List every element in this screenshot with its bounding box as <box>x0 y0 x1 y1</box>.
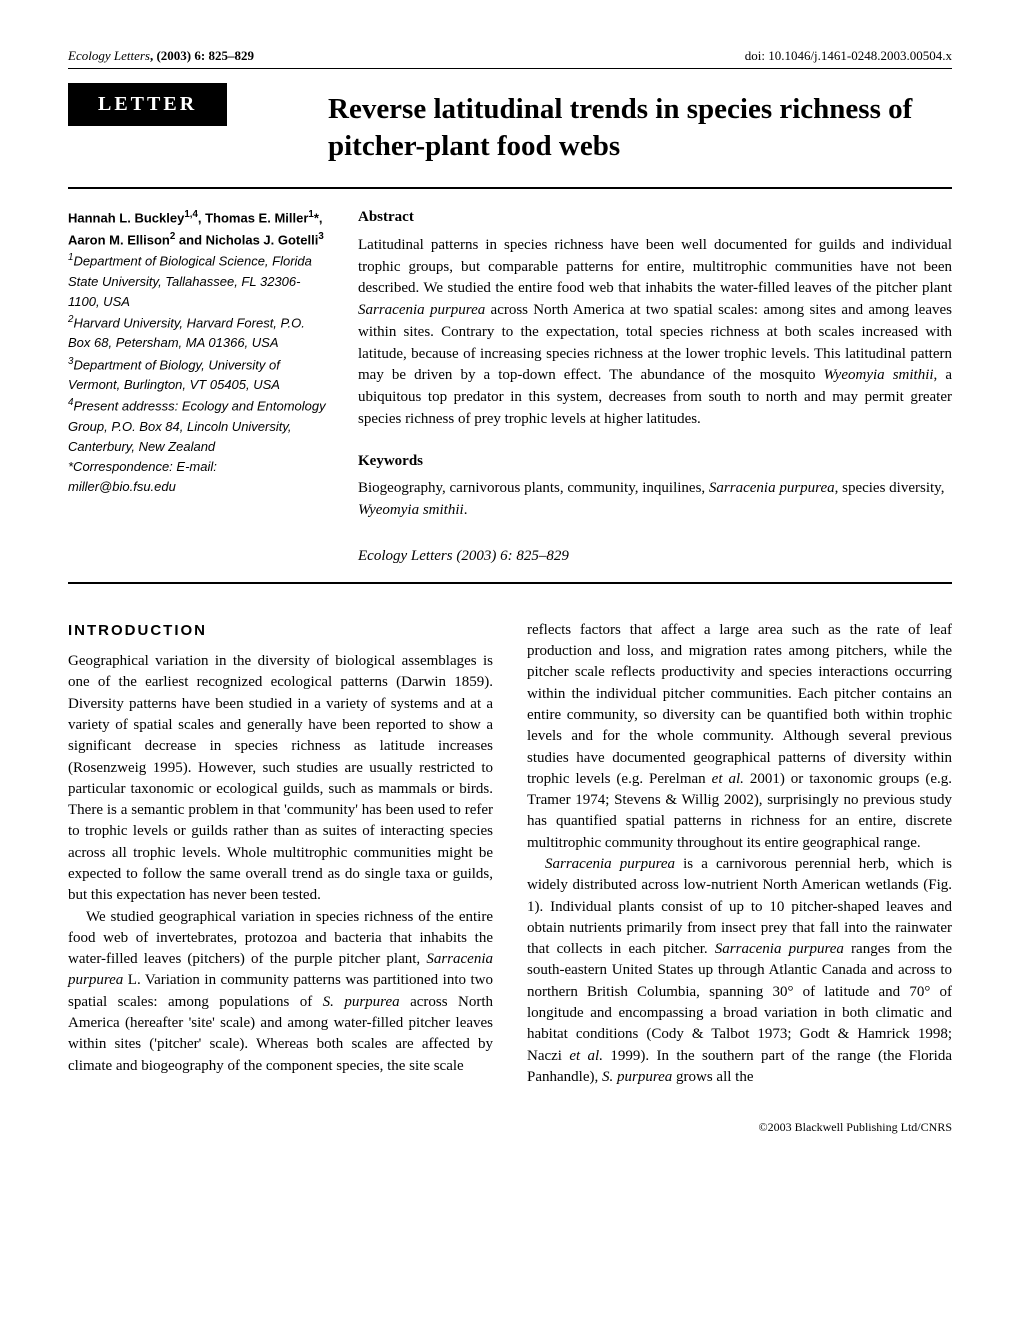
affiliation-4: 4Present addresss: Ecology and Entomolog… <box>68 395 328 457</box>
journal-header: Ecology Letters, (2003) 6: 825–829 doi: … <box>68 48 952 69</box>
rule-top <box>68 187 952 189</box>
letter-badge: LETTER <box>68 83 227 126</box>
authors-column: Hannah L. Buckley1,4, Thomas E. Miller1*… <box>68 207 328 568</box>
citation-line: Ecology Letters (2003) 6: 825–829 <box>358 546 952 568</box>
keywords-label: Keywords <box>358 451 952 473</box>
copyright-footer: ©2003 Blackwell Publishing Ltd/CNRS <box>68 1120 952 1135</box>
badge-col: LETTER <box>68 83 328 126</box>
rule-bottom <box>68 582 952 584</box>
journal-name: Ecology Letters <box>68 48 150 63</box>
doi: doi: 10.1046/j.1461-0248.2003.00504.x <box>745 48 952 64</box>
body-paragraph-3: reflects factors that affect a large are… <box>527 620 952 854</box>
abstract-label: Abstract <box>358 207 952 229</box>
body-columns: INTRODUCTION Geographical variation in t… <box>68 620 952 1089</box>
body-column-left: INTRODUCTION Geographical variation in t… <box>68 620 493 1089</box>
journal-citation: Ecology Letters, (2003) 6: 825–829 <box>68 48 254 64</box>
affiliation-2: 2Harvard University, Harvard Forest, P.O… <box>68 312 328 354</box>
body-column-right: reflects factors that affect a large are… <box>527 620 952 1089</box>
affiliation-1: 1Department of Biological Science, Flori… <box>68 250 328 312</box>
journal-issue: , (2003) 6: 825–829 <box>150 48 254 63</box>
author-names: Hannah L. Buckley1,4, Thomas E. Miller1*… <box>68 207 328 250</box>
title-row: LETTER Reverse latitudinal trends in spe… <box>68 83 952 165</box>
correspondence: *Correspondence: E-mail: miller@bio.fsu.… <box>68 457 328 497</box>
keywords-text: Biogeography, carnivorous plants, commun… <box>358 478 952 522</box>
abstract-column: Abstract Latitudinal patterns in species… <box>358 207 952 568</box>
abstract-text: Latitudinal patterns in species richness… <box>358 235 952 431</box>
introduction-heading: INTRODUCTION <box>68 620 493 641</box>
body-paragraph-1: Geographical variation in the diversity … <box>68 651 493 907</box>
body-paragraph-4: Sarracenia purpurea is a carnivorous per… <box>527 854 952 1088</box>
abstract-block: Hannah L. Buckley1,4, Thomas E. Miller1*… <box>68 207 952 568</box>
affiliation-3: 3Department of Biology, University of Ve… <box>68 354 328 396</box>
paper-title: Reverse latitudinal trends in species ri… <box>328 83 952 165</box>
body-paragraph-2: We studied geographical variation in spe… <box>68 907 493 1077</box>
